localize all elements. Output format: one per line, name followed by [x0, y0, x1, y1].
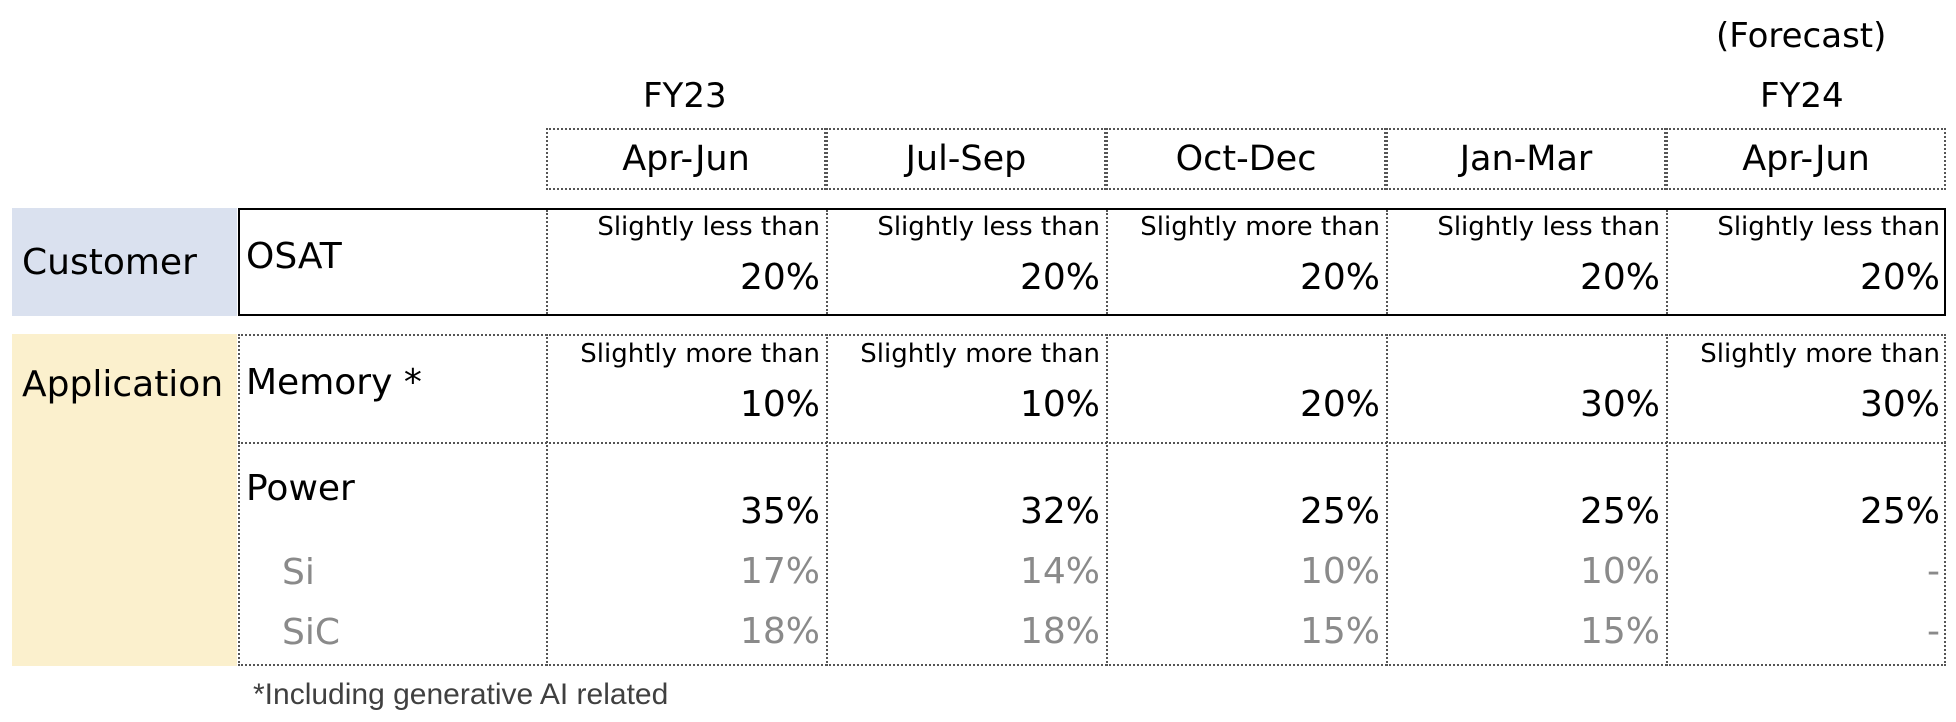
power-value: 25% — [1579, 491, 1660, 532]
osat-cell: Slightly less than 20% — [546, 212, 826, 298]
application-section — [238, 334, 1946, 666]
column-header-fy23-oct-dec: Oct-Dec — [1106, 128, 1386, 190]
divider — [546, 334, 548, 666]
qualifier: Slightly less than — [1437, 212, 1660, 242]
category-customer-label: Customer — [22, 241, 197, 283]
forecast-label: (Forecast) — [1716, 16, 1887, 56]
row-label-si: Si — [282, 552, 315, 593]
si-value: 10% — [1299, 551, 1380, 592]
row-label-power: Power — [246, 468, 355, 509]
si-value: 10% — [1579, 551, 1660, 592]
sic-value: 18% — [1019, 611, 1100, 652]
osat-cell: Slightly less than 20% — [1666, 212, 1946, 298]
column-header-fy24-apr-jun: Apr-Jun — [1666, 128, 1946, 190]
memory-cell: Slightly more than 30% — [1666, 339, 1946, 425]
value: 10% — [739, 384, 820, 425]
qualifier: Slightly less than — [597, 212, 820, 242]
value: 20% — [1019, 257, 1100, 298]
sic-value: - — [1927, 611, 1940, 652]
row-label-sic: SiC — [282, 612, 340, 653]
value: 30% — [1859, 384, 1940, 425]
qualifier: Slightly more than — [1140, 212, 1380, 242]
value: 30% — [1579, 384, 1660, 425]
memory-cell: Slightly more than 10% — [826, 339, 1106, 425]
value: 10% — [1019, 384, 1100, 425]
power-value: 25% — [1299, 491, 1380, 532]
column-header-fy23-jul-sep: Jul-Sep — [826, 128, 1106, 190]
divider — [826, 334, 828, 666]
si-value: 14% — [1019, 551, 1100, 592]
si-value: 17% — [739, 551, 820, 592]
value: 20% — [739, 257, 820, 298]
power-value: 25% — [1859, 491, 1940, 532]
divider — [546, 210, 548, 314]
fy24-label: FY24 — [1760, 76, 1844, 116]
category-customer: Customer — [12, 208, 237, 316]
divider — [826, 210, 828, 314]
power-value: 35% — [739, 491, 820, 532]
footnote: *Including generative AI related — [253, 678, 669, 711]
qualifier: Slightly more than — [1700, 339, 1940, 369]
row-divider — [238, 442, 1946, 444]
sic-value: 15% — [1299, 611, 1380, 652]
divider — [1386, 334, 1388, 666]
qualifier — [1106, 339, 1380, 369]
osat-cell: Slightly less than 20% — [826, 212, 1106, 298]
memory-cell: 20% — [1106, 339, 1386, 425]
divider — [1106, 210, 1108, 314]
row-label-memory: Memory * — [246, 362, 422, 403]
row-label-osat: OSAT — [246, 236, 342, 277]
osat-cell: Slightly less than 20% — [1386, 212, 1666, 298]
column-header-fy23-apr-jun: Apr-Jun — [546, 128, 826, 190]
qualifier: Slightly less than — [877, 212, 1100, 242]
value: 20% — [1299, 257, 1380, 298]
customer-section — [238, 208, 1946, 316]
column-header-fy23-jan-mar: Jan-Mar — [1386, 128, 1666, 190]
value: 20% — [1579, 257, 1660, 298]
divider — [1386, 210, 1388, 314]
memory-cell: Slightly more than 10% — [546, 339, 826, 425]
si-value: - — [1927, 551, 1940, 592]
divider — [1666, 210, 1668, 314]
osat-cell: Slightly more than 20% — [1106, 212, 1386, 298]
power-value: 32% — [1019, 491, 1100, 532]
divider — [1666, 334, 1668, 666]
sic-value: 18% — [739, 611, 820, 652]
qualifier: Slightly more than — [580, 339, 820, 369]
qualifier — [1386, 339, 1660, 369]
divider — [1106, 334, 1108, 666]
value: 20% — [1859, 257, 1940, 298]
fy23-label: FY23 — [643, 76, 727, 116]
category-application: Application — [12, 334, 237, 666]
category-application-label: Application — [22, 364, 224, 405]
qualifier: Slightly less than — [1717, 212, 1940, 242]
qualifier: Slightly more than — [860, 339, 1100, 369]
sic-value: 15% — [1579, 611, 1660, 652]
memory-cell: 30% — [1386, 339, 1666, 425]
value: 20% — [1299, 384, 1380, 425]
